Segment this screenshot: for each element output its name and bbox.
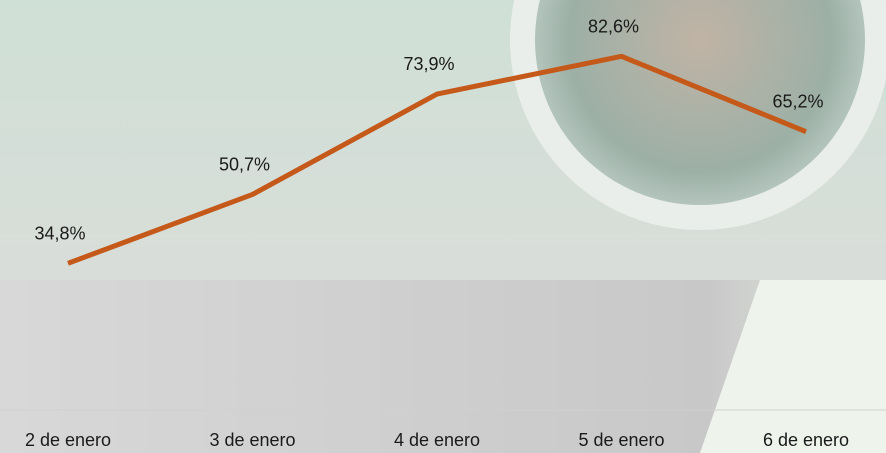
- x-tick-label: 5 de enero: [578, 430, 664, 450]
- plot: 2 de enero 3 de enero 4 de enero 5 de enero…: [25, 16, 849, 450]
- decor-disc: [535, 0, 865, 205]
- line: [67, 53, 807, 266]
- data-label: 73,9%: [403, 54, 454, 74]
- data-label: 50,7%: [219, 154, 270, 174]
- data-label: 82,6%: [588, 16, 639, 36]
- x-tick-label: 6 de enero: [763, 430, 849, 450]
- data-label: 34,8%: [34, 223, 85, 243]
- data-label: 65,2%: [772, 92, 823, 112]
- x-tick-label: 2 de enero: [25, 430, 111, 450]
- x-tick-label: 3 de enero: [209, 430, 295, 450]
- x-tick-label: 4 de enero: [394, 430, 480, 450]
